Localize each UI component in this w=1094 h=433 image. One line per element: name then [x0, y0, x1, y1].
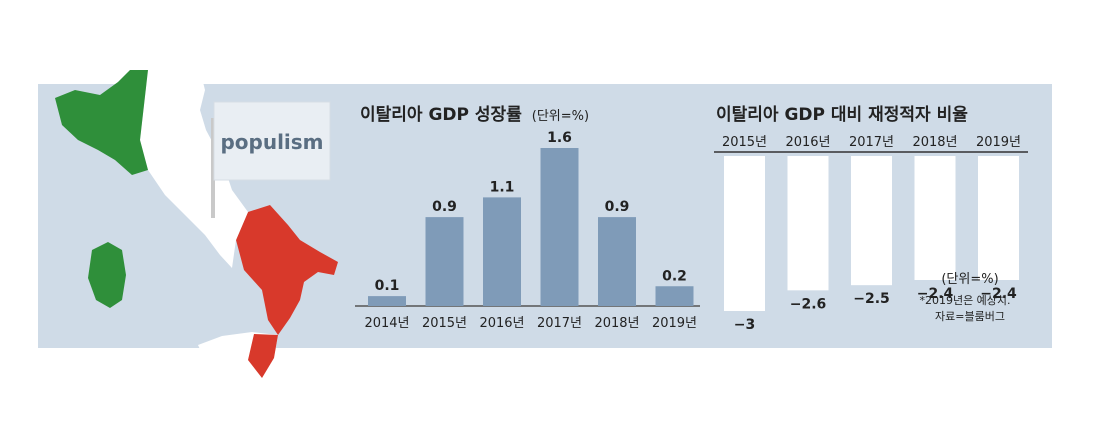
deficit-unit: (단위=%) [941, 272, 998, 287]
deficit-footnote-2: 자료=블룸버그 [935, 310, 1005, 323]
growth-category-label: 2019년 [652, 316, 697, 331]
gdp-growth-title: 이탈리아 GDP 성장률 (단위=%) [360, 104, 589, 125]
growth-bar-2016년 [483, 197, 521, 306]
growth-category-label: 2016년 [479, 316, 524, 331]
deficit-value-label: −2.4 [917, 286, 954, 302]
deficit-category-label: 2018년 [912, 135, 957, 150]
growth-category-label: 2017년 [537, 316, 582, 331]
deficit-bar-2017년 [851, 156, 892, 286]
growth-value-label: 1.1 [490, 179, 515, 195]
growth-category-label: 2018년 [594, 316, 639, 331]
growth-bar-2017년 [540, 148, 579, 306]
growth-value-label: 0.2 [662, 268, 687, 284]
gdp-growth-title-main: 이탈리아 GDP 성장률 [360, 104, 522, 125]
sign-pole [211, 118, 215, 218]
deficit-bar-2016년 [787, 156, 829, 291]
gdp-growth-unit: (단위=%) [532, 109, 589, 124]
deficit-category-label: 2019년 [976, 135, 1021, 150]
deficit-footnote-1: *2019년은 예상치. [919, 294, 1010, 307]
growth-value-label: 1.6 [547, 130, 572, 146]
growth-category-label: 2014년 [364, 316, 409, 331]
deficit-value-label: −2.6 [790, 296, 827, 312]
deficit-category-label: 2015년 [722, 135, 767, 150]
deficit-value-label: −2.4 [980, 286, 1017, 302]
deficit-ratio-chart: 이탈리아 GDP 대비 재정적자 비율 2015년 −3 2016년 −2.6 2017… [714, 104, 1028, 333]
growth-bar-2014년 [368, 296, 406, 306]
sign-text: populism [220, 130, 323, 154]
growth-bar-2019년 [655, 286, 694, 306]
growth-bar-2015년 [425, 217, 464, 306]
gdp-growth-chart: 이탈리아 GDP 성장률 (단위=%) 0.1 2014년 0.9 2015년 1.1 2… [355, 104, 700, 331]
deficit-value-label: −3 [734, 317, 755, 333]
growth-category-label: 2015년 [422, 316, 467, 331]
deficit-category-label: 2016년 [785, 135, 830, 150]
sign-board [213, 101, 331, 181]
growth-value-label: 0.9 [605, 199, 630, 215]
deficit-bar-2015년 [724, 156, 765, 311]
deficit-bar-2018년 [914, 156, 956, 280]
deficit-title: 이탈리아 GDP 대비 재정적자 비율 [716, 104, 968, 125]
growth-value-label: 0.1 [375, 278, 400, 294]
deficit-value-label: −2.5 [853, 291, 890, 307]
deficit-category-label: 2017년 [849, 135, 894, 150]
growth-value-label: 0.9 [432, 199, 457, 215]
deficit-bar-2019년 [978, 156, 1019, 280]
italy-map-illustration [55, 60, 338, 378]
growth-bar-2018년 [598, 217, 636, 306]
populism-sign: populism [211, 101, 331, 218]
